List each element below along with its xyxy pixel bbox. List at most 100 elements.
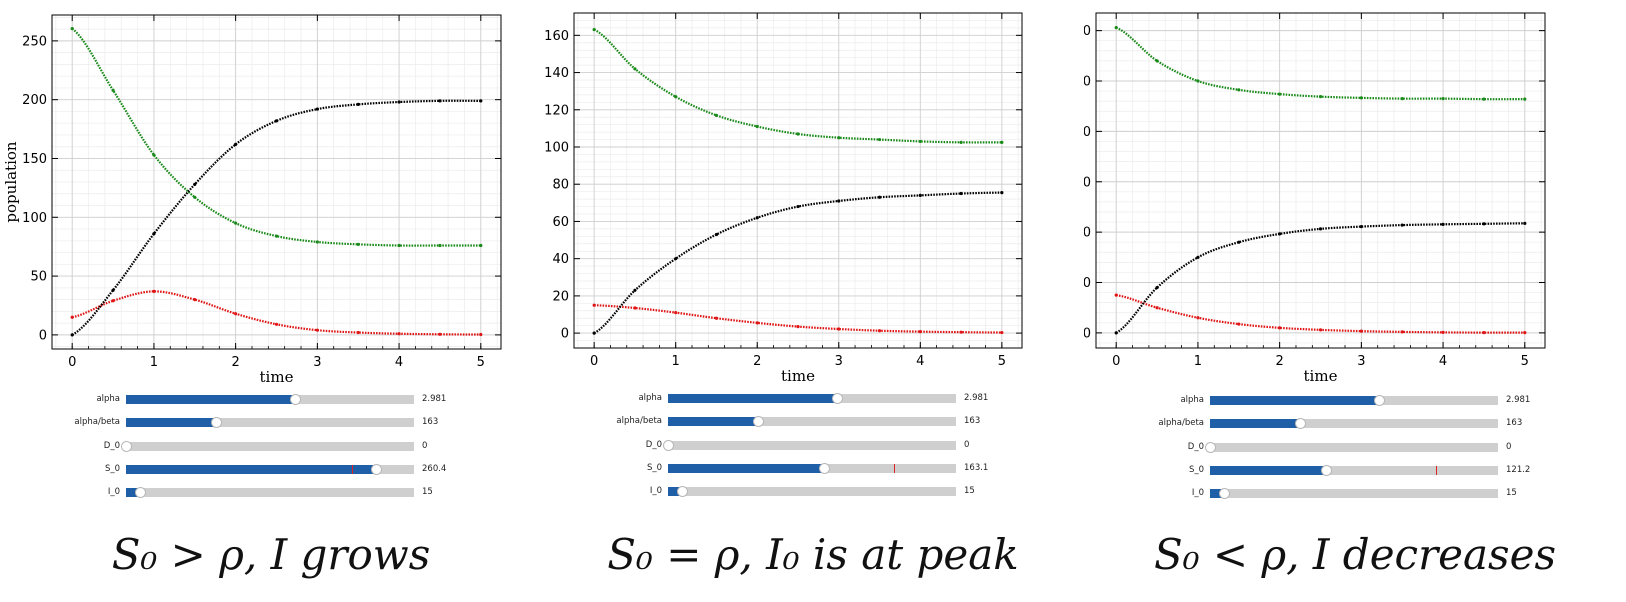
data-point-R [1237, 240, 1241, 244]
data-point-S [356, 242, 360, 246]
data-point-R [193, 182, 197, 186]
data-point-I [1359, 329, 1363, 333]
data-point-S [1000, 140, 1004, 144]
slider-s-0[interactable]: S_0 260.4 [0, 463, 542, 477]
data-point-S [1196, 79, 1200, 83]
slider-alpha[interactable]: alpha 2.981 [542, 392, 1084, 406]
data-point-S [1278, 92, 1282, 96]
slider-fill [126, 395, 296, 404]
data-point-I [1114, 293, 1118, 297]
slider-handle[interactable] [1218, 488, 1230, 500]
data-point-R [674, 257, 678, 261]
slider-fill [126, 464, 377, 474]
data-point-I [755, 321, 759, 325]
data-point-I [234, 312, 238, 316]
x-tick-label: 4 [916, 354, 924, 369]
data-point-S [1523, 97, 1527, 101]
slider-track[interactable] [662, 439, 956, 451]
x-axis-label: time [781, 367, 815, 385]
y-tick-label: 250 [22, 34, 47, 49]
slider-track[interactable] [120, 440, 414, 452]
series-line-S [71, 27, 481, 247]
slider-d-0[interactable]: D_0 0 [542, 439, 1084, 453]
slider-d-0[interactable]: D_0 0 [1084, 441, 1626, 455]
data-point-I [152, 289, 156, 293]
data-point-I [633, 306, 637, 310]
slider-i-0[interactable]: I_0 15 [0, 486, 542, 500]
slider-label: S_0 [1188, 464, 1204, 475]
slider-track[interactable] [126, 394, 414, 405]
y-tick-label: 80 [552, 178, 569, 193]
slider-track[interactable] [1210, 464, 1498, 476]
data-point-I [1523, 331, 1527, 335]
slider-handle[interactable] [1204, 441, 1216, 453]
slider-track[interactable] [668, 486, 956, 498]
slider-handle[interactable] [1321, 464, 1333, 476]
slider-handle[interactable] [134, 487, 146, 499]
slider-fill [126, 488, 141, 498]
data-point-I [1237, 322, 1241, 326]
slider-handle[interactable] [371, 463, 383, 475]
slider-handle[interactable] [676, 486, 688, 498]
slider-track[interactable] [668, 462, 956, 474]
slider-handle[interactable] [832, 393, 844, 404]
slider-handle[interactable] [120, 440, 132, 452]
series-R [1114, 221, 1527, 335]
slider-alpha-beta[interactable]: alpha/beta 163 [542, 415, 1084, 429]
data-point-I [1400, 330, 1404, 334]
slider-alpha[interactable]: alpha 2.981 [1084, 394, 1626, 408]
data-point-I [479, 332, 483, 337]
slider-s-0[interactable]: S_0 121.2 [1084, 464, 1626, 478]
x-tick-label: 2 [753, 354, 761, 369]
slider-track[interactable] [126, 417, 414, 429]
slider-value: 0 [1506, 441, 1512, 452]
x-tick-label: 0 [590, 354, 598, 369]
slider-track[interactable] [668, 416, 956, 428]
data-point-R [1114, 331, 1118, 335]
slider-alpha-beta[interactable]: alpha/beta 163 [1084, 417, 1626, 431]
slider-handle[interactable] [1295, 418, 1307, 430]
data-point-S [633, 67, 637, 71]
slider-i-0[interactable]: I_0 15 [1084, 487, 1626, 501]
slider-i-0[interactable]: I_0 15 [542, 485, 1084, 499]
slider-handle[interactable] [211, 417, 223, 429]
data-point-I [918, 330, 922, 334]
data-point-S [479, 243, 483, 248]
slider-track[interactable] [668, 393, 956, 404]
plot-frame [1095, 12, 1546, 349]
slider-label: S_0 [104, 463, 120, 474]
slider-track[interactable] [1210, 395, 1498, 406]
series-I [592, 303, 1004, 335]
data-point-S [1237, 88, 1241, 92]
data-point-I [1155, 306, 1159, 310]
slider-value: 2.981 [422, 394, 447, 404]
y-tick-label: 80 [1084, 125, 1091, 140]
slider-alpha[interactable]: alpha 2.981 [0, 393, 542, 407]
slider-handle[interactable] [1374, 395, 1386, 406]
slider-handle[interactable] [290, 394, 302, 405]
slider-handle[interactable] [819, 462, 831, 474]
slider-label: alpha [638, 393, 662, 403]
data-point-S [1114, 26, 1118, 30]
slider-track[interactable] [1204, 441, 1498, 453]
slider-track[interactable] [1210, 488, 1498, 500]
data-point-I [1278, 326, 1282, 330]
x-tick-label: 4 [395, 355, 403, 370]
x-tick-label: 5 [998, 354, 1006, 369]
slider-d-0[interactable]: D_0 0 [0, 440, 542, 454]
slider-handle[interactable] [662, 439, 674, 451]
slider-track[interactable] [126, 487, 414, 499]
data-point-I [674, 311, 678, 315]
x-tick-label: 1 [1194, 354, 1202, 369]
data-point-I [397, 332, 401, 336]
slider-value: 2.981 [964, 393, 989, 403]
slider-alpha-beta[interactable]: alpha/beta 163 [0, 416, 542, 430]
data-point-I [714, 316, 719, 320]
data-point-S [714, 113, 719, 117]
data-point-S [1318, 95, 1323, 99]
slider-track[interactable] [126, 463, 414, 475]
slider-label: I_0 [649, 486, 662, 497]
slider-track[interactable] [1210, 418, 1498, 430]
slider-s-0[interactable]: S_0 163.1 [542, 462, 1084, 476]
slider-handle[interactable] [753, 416, 765, 428]
